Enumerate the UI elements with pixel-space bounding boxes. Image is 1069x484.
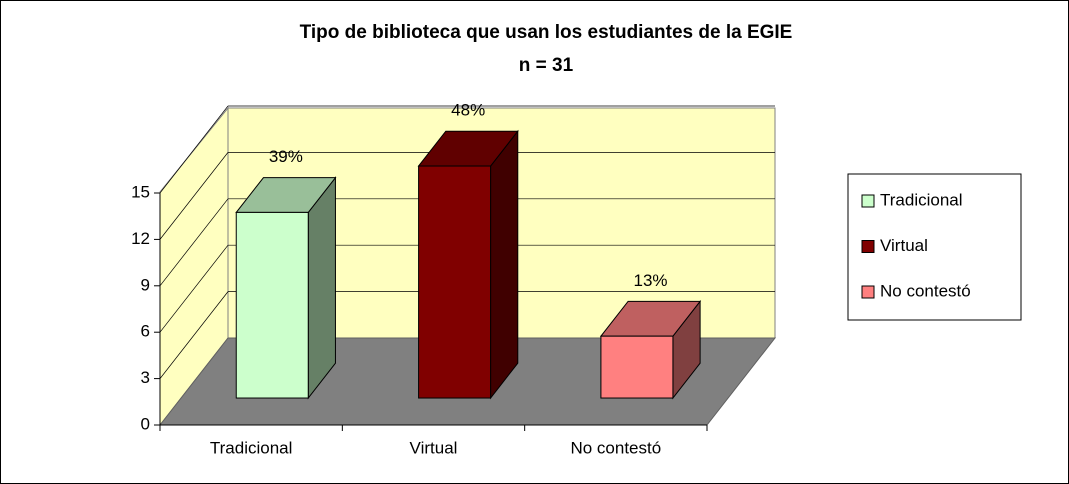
x-tick-label: No contestó [570, 438, 661, 457]
legend-swatch [861, 285, 875, 299]
data-label: 39% [269, 147, 303, 166]
y-tick-label: 6 [141, 322, 150, 341]
data-label: 13% [633, 271, 667, 290]
x-tick-label: Virtual [410, 438, 458, 457]
chart-subtitle: n = 31 [519, 55, 574, 76]
grid-line [159, 244, 229, 333]
y-tick-label: 3 [141, 368, 150, 387]
bar [418, 165, 492, 399]
legend-label: Virtual [880, 236, 928, 255]
legend-swatch [861, 194, 875, 208]
grid-line [159, 105, 229, 194]
x-tick-label: Tradicional [210, 438, 293, 457]
grid-line [159, 198, 229, 287]
y-tick-label: 0 [141, 414, 150, 433]
y-tick-label: 9 [141, 275, 150, 294]
chart-title: Tipo de biblioteca que usan los estudian… [300, 22, 793, 43]
grid-line [159, 291, 229, 379]
grid-line [159, 152, 229, 240]
legend-label: Tradicional [880, 190, 963, 209]
y-tick-label: 15 [131, 182, 150, 201]
y-tick-label: 12 [131, 229, 150, 248]
bar-side [307, 176, 336, 400]
bar [235, 211, 309, 399]
legend [847, 173, 1022, 321]
data-label: 48% [451, 101, 485, 120]
bar-side [490, 129, 519, 400]
legend-label: No contestó [880, 281, 971, 300]
legend-swatch [861, 240, 875, 253]
bar [600, 335, 674, 399]
